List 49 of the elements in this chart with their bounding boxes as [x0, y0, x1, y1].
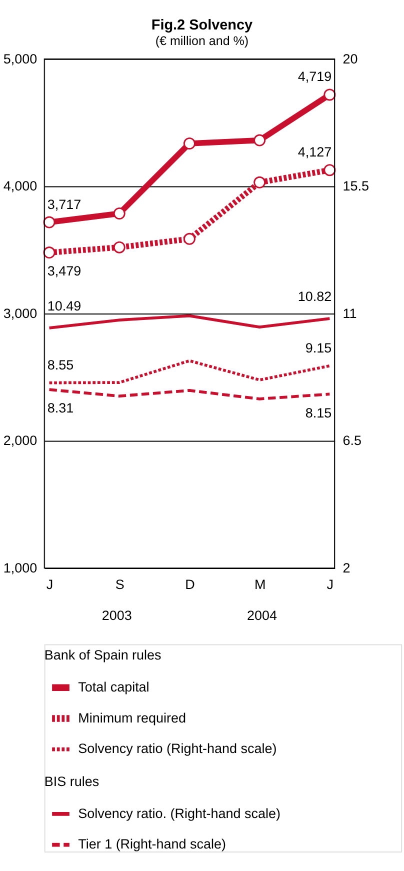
- text: BIS rules: [44, 774, 100, 789]
- x-tick-label: S: [115, 576, 124, 592]
- chart-title: Fig.2 Solvency: [151, 18, 253, 34]
- y2-tick-label: 6.5: [342, 433, 362, 448]
- line-series: [48, 359, 332, 384]
- data-label: 9.15: [305, 340, 332, 356]
- y2-tick-label: 2: [342, 560, 350, 576]
- x-tick-label: M: [254, 576, 266, 592]
- legend-label: Total capital: [78, 679, 150, 694]
- data-label: 3,479: [47, 264, 82, 279]
- point: [183, 232, 196, 245]
- x-tick-label: J: [326, 576, 334, 592]
- point: [43, 246, 56, 259]
- point: [113, 241, 126, 254]
- data-label: 8.55: [47, 357, 74, 372]
- line-series: [48, 314, 332, 330]
- x-tick-label: D: [185, 576, 196, 592]
- point: [113, 207, 126, 220]
- data-label: 10.49: [47, 298, 82, 314]
- legend-label: Solvency ratio (Right-hand scale): [78, 741, 277, 756]
- y2-tick-label: 11: [342, 306, 357, 321]
- point: [43, 216, 56, 228]
- text: Bank of Spain rules: [44, 648, 162, 663]
- point: [324, 88, 336, 101]
- data-label: 8.15: [305, 405, 332, 420]
- y-tick-label: 4,000: [3, 178, 38, 194]
- chart-subtitle: (€ million and %): [155, 34, 249, 48]
- y2-tick-label: 20: [342, 51, 358, 66]
- y-tick-label: 5,000: [3, 51, 38, 66]
- y-tick-label: 2,000: [3, 433, 38, 448]
- data-label: 3,717: [47, 196, 82, 212]
- y-tick-label: 3,000: [3, 306, 38, 321]
- point: [254, 176, 266, 188]
- y2-tick-label: 15.5: [342, 178, 370, 194]
- line-series: [48, 388, 332, 400]
- point: [324, 164, 336, 176]
- legend-label: Solvency ratio. (Right-hand scale): [78, 806, 280, 821]
- legend-label: Tier 1 (Right-hand scale): [78, 836, 226, 852]
- legend-label: Minimum required: [78, 710, 186, 726]
- text: 2003: [102, 608, 132, 624]
- point: [254, 134, 266, 146]
- y-tick-label: 1,000: [3, 560, 38, 576]
- point: [183, 137, 196, 150]
- data-label: 10.82: [298, 289, 332, 304]
- text: 2004: [247, 608, 278, 624]
- data-label: 4,719: [298, 69, 332, 84]
- data-label: 8.31: [47, 400, 74, 416]
- x-tick-label: J: [46, 576, 54, 592]
- data-label: 4,127: [298, 144, 332, 160]
